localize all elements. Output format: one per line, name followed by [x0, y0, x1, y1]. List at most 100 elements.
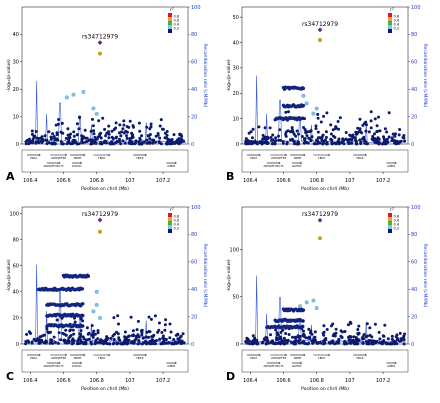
snp-point: [360, 137, 364, 141]
snp-point: [64, 136, 68, 140]
snp-point: [157, 321, 161, 325]
snp-point: [112, 316, 116, 320]
ld-snp-point: [91, 309, 96, 314]
snp-point: [364, 120, 368, 124]
snp-point: [275, 336, 278, 340]
y-axis-title: -log₁₀(p-value): [226, 259, 232, 291]
y-tick-label: 40: [233, 40, 239, 46]
snp-point: [107, 136, 111, 140]
snp-point: [180, 137, 184, 141]
y2-tick-label: 20: [191, 314, 197, 320]
ld-snp-point: [304, 101, 309, 106]
y2-tick-label: 60: [411, 60, 417, 66]
gene-arrow: [80, 361, 83, 365]
snp-point: [43, 134, 47, 138]
snp-point: [90, 342, 94, 346]
snp-point: [390, 342, 394, 346]
gene-label: TBCK: [317, 356, 326, 360]
gene-label: NPNT: [74, 156, 82, 160]
snp-point: [357, 339, 361, 343]
snp-point: [364, 129, 368, 133]
snp-point: [125, 134, 128, 138]
snp-point: [84, 136, 87, 140]
snp-point: [174, 333, 178, 337]
snp-point: [373, 322, 377, 326]
snp-point: [385, 342, 388, 346]
snp-point: [177, 137, 181, 141]
snp-point: [47, 130, 51, 134]
y2-tick-label: 60: [191, 60, 197, 66]
gene-arrow: [80, 161, 83, 165]
snp-point: [315, 340, 319, 344]
snp-point: [79, 329, 83, 333]
snp-point: [368, 326, 372, 330]
snp-point: [27, 330, 31, 334]
recombination-rate-line: [23, 80, 186, 144]
snp-point: [251, 334, 255, 338]
snp-point: [374, 139, 378, 143]
snp-point: [368, 333, 372, 337]
x-tick-label: 107.2: [376, 378, 390, 384]
snp-point: [40, 140, 44, 144]
snp-point: [266, 136, 270, 140]
snp-point: [129, 341, 133, 345]
snp-point: [125, 342, 129, 346]
lead-snp-point: [317, 27, 323, 33]
y2-tick-label: 80: [191, 232, 197, 238]
ld-legend-label: 0.4: [394, 222, 400, 226]
ld-legend-label: 0.8: [174, 14, 180, 18]
gene-label: TBCK: [317, 156, 326, 160]
snp-point: [75, 122, 79, 126]
snp-point: [93, 138, 97, 142]
snp-point: [322, 114, 326, 118]
snp-point: [322, 330, 326, 334]
snp-point: [337, 127, 340, 131]
snp-point: [402, 136, 406, 140]
snp-point: [48, 330, 52, 334]
snp-point: [149, 125, 153, 129]
snp-point: [369, 126, 373, 130]
snp-point: [253, 336, 257, 340]
snp-point: [73, 316, 76, 320]
snp-point: [312, 142, 316, 146]
x-tick-label: 106.6: [276, 178, 290, 184]
snp-point: [356, 131, 360, 135]
snp-point: [318, 341, 322, 345]
snp-point: [397, 133, 401, 137]
snp-point: [128, 119, 132, 123]
snp-point: [359, 142, 363, 146]
high-ld-snp-point: [318, 236, 322, 241]
snp-point: [291, 139, 295, 143]
chart-panel-b: 0 10 20 30 40 50 0 20 40 60 80 100 -log₁₀(p-value) Re…: [226, 5, 428, 192]
snp-point: [268, 126, 272, 130]
snp-point: [294, 342, 298, 346]
snp-point: [330, 142, 334, 146]
snp-point: [338, 116, 342, 120]
plot-frame: [21, 6, 189, 145]
snp-point: [393, 342, 396, 346]
snp-point: [116, 314, 120, 318]
snp-point: [264, 139, 268, 143]
snp-point: [39, 136, 43, 140]
snp-point: [98, 134, 102, 138]
snp-point: [55, 133, 59, 137]
snp-point: [81, 335, 85, 339]
gene-arrow: [83, 353, 86, 357]
snp-point: [366, 342, 370, 346]
snp-point: [99, 131, 103, 135]
ld-snp-point: [314, 306, 319, 311]
snp-point: [140, 333, 144, 337]
high-ld-snp-point: [98, 51, 102, 56]
snp-point: [147, 315, 151, 319]
snp-point: [64, 328, 68, 332]
snp-point: [119, 342, 123, 346]
y-axis-title: -log₁₀(p-value): [6, 259, 12, 291]
snp-point: [335, 142, 338, 145]
snp-point: [172, 133, 176, 137]
gene-label: PPA2: [30, 156, 37, 160]
snp-point: [403, 332, 407, 336]
gene-track-frame: [21, 349, 189, 373]
snp-point: [48, 341, 52, 345]
snp-point: [118, 137, 121, 141]
